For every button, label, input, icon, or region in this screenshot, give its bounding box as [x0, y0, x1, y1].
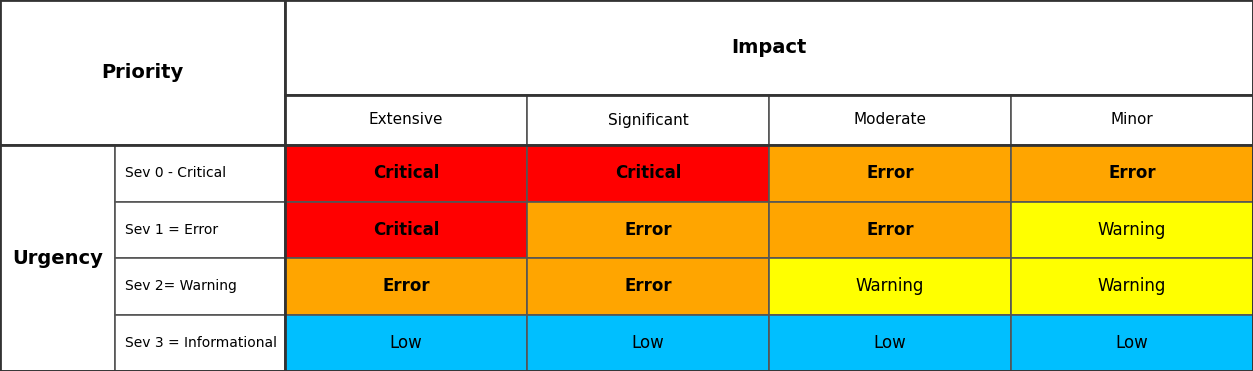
- Bar: [528, 145, 769, 201]
- Text: Critical: Critical: [615, 164, 682, 182]
- Text: Low: Low: [390, 334, 422, 352]
- Text: Priority: Priority: [101, 63, 184, 82]
- Bar: [769, 315, 1011, 371]
- Bar: [284, 95, 528, 145]
- Bar: [284, 145, 528, 201]
- Text: Low: Low: [632, 334, 664, 352]
- Bar: [0, 0, 284, 145]
- Text: Warning: Warning: [1098, 277, 1167, 295]
- Bar: [1011, 315, 1253, 371]
- Bar: [769, 258, 1011, 315]
- Bar: [1011, 95, 1253, 145]
- Text: Low: Low: [873, 334, 906, 352]
- Bar: [528, 201, 769, 258]
- Text: Warning: Warning: [1098, 221, 1167, 239]
- Text: Error: Error: [866, 164, 913, 182]
- Text: Error: Error: [624, 221, 672, 239]
- Text: Minor: Minor: [1110, 112, 1153, 128]
- Bar: [115, 145, 284, 201]
- Text: Sev 3 = Informational: Sev 3 = Informational: [125, 336, 277, 350]
- Text: Error: Error: [624, 277, 672, 295]
- Text: Low: Low: [1115, 334, 1149, 352]
- Bar: [528, 315, 769, 371]
- Bar: [1011, 258, 1253, 315]
- Text: Urgency: Urgency: [13, 249, 103, 267]
- Bar: [115, 258, 284, 315]
- Text: Warning: Warning: [856, 277, 925, 295]
- Bar: [769, 201, 1011, 258]
- Bar: [284, 258, 528, 315]
- Text: Sev 2= Warning: Sev 2= Warning: [125, 279, 237, 293]
- Text: Moderate: Moderate: [853, 112, 926, 128]
- Text: Sev 1 = Error: Sev 1 = Error: [125, 223, 218, 237]
- Bar: [0, 145, 115, 371]
- Bar: [528, 95, 769, 145]
- Bar: [284, 201, 528, 258]
- Bar: [284, 315, 528, 371]
- Bar: [769, 95, 1011, 145]
- Text: Error: Error: [1108, 164, 1155, 182]
- Text: Error: Error: [382, 277, 430, 295]
- Text: Extensive: Extensive: [368, 112, 444, 128]
- Bar: [1011, 201, 1253, 258]
- Text: Sev 0 - Critical: Sev 0 - Critical: [125, 166, 226, 180]
- Bar: [769, 145, 1011, 201]
- Bar: [115, 201, 284, 258]
- Bar: [1011, 145, 1253, 201]
- Text: Critical: Critical: [373, 221, 440, 239]
- Text: Critical: Critical: [373, 164, 440, 182]
- Bar: [528, 258, 769, 315]
- Text: Significant: Significant: [608, 112, 688, 128]
- Text: Error: Error: [866, 221, 913, 239]
- Text: Impact: Impact: [732, 38, 807, 57]
- Bar: [115, 315, 284, 371]
- Bar: [284, 0, 1253, 95]
